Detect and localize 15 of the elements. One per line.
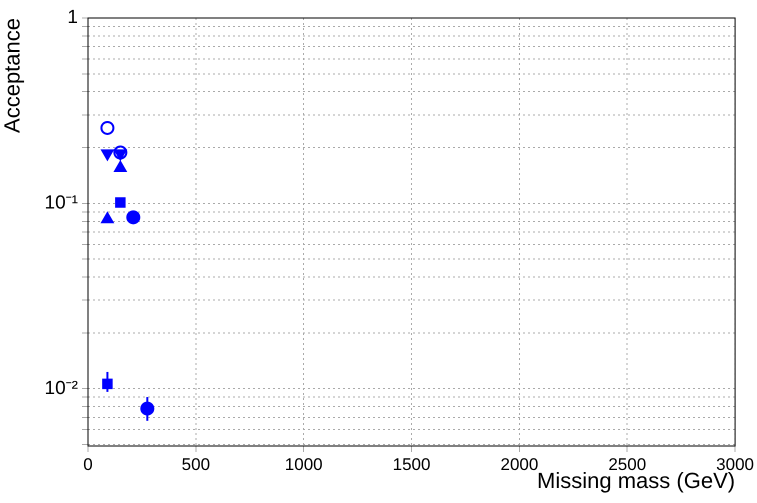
point	[115, 197, 126, 208]
y-axis-title: Acceptance	[0, 18, 24, 133]
x-tick-label: 500	[182, 454, 210, 474]
y-tick-label: 10⁻¹	[44, 192, 78, 214]
x-tick-label: 1500	[392, 454, 430, 474]
x-tick-label: 0	[83, 454, 93, 474]
point	[100, 120, 114, 135]
point	[126, 210, 140, 224]
point	[113, 145, 128, 160]
x-tick-label: 2000	[500, 454, 538, 474]
point	[101, 212, 114, 224]
y-tick-label: 10⁻²	[44, 378, 78, 399]
point	[114, 161, 127, 172]
x-tick-label: 1000	[284, 454, 323, 474]
y-tick-label: 1	[67, 7, 78, 28]
